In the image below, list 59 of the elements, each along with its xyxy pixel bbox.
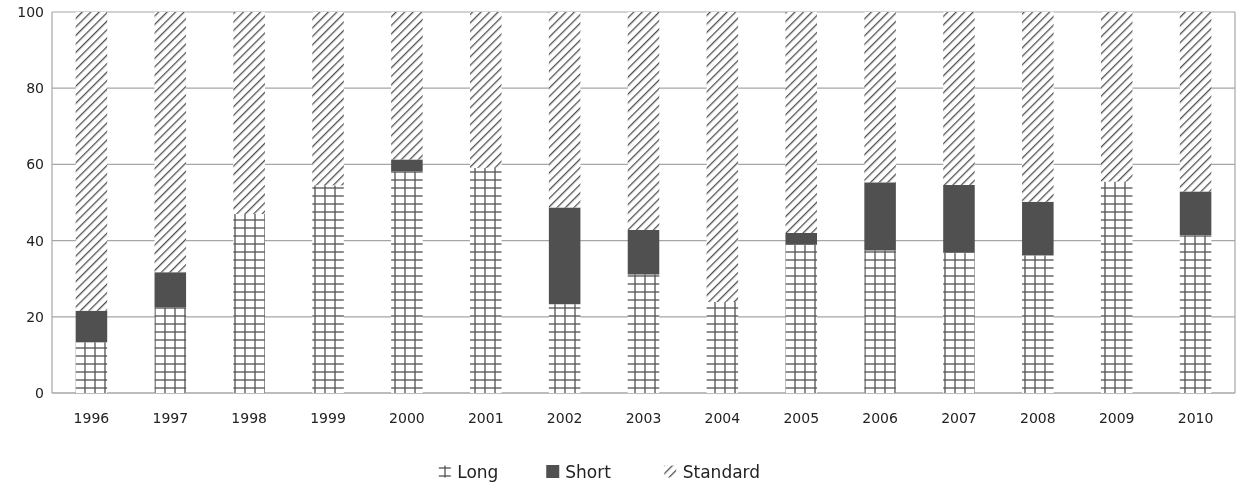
- y-tick-label: 60: [26, 156, 44, 173]
- bar: [1179, 191, 1212, 236]
- bar: [1022, 12, 1054, 202]
- y-tick-label: 40: [26, 232, 44, 249]
- x-tick-label: 2003: [625, 410, 662, 426]
- bar: [1022, 255, 1054, 393]
- x-tick-label: 1998: [231, 410, 267, 426]
- bar: [154, 12, 187, 273]
- x-tick-label: 1997: [152, 410, 189, 426]
- x-tick-label: 2001: [467, 410, 504, 426]
- bar: [154, 307, 187, 393]
- bar: [469, 12, 502, 168]
- bar: [943, 252, 975, 393]
- bar: [864, 12, 896, 183]
- x-tick-label: 2004: [704, 410, 741, 426]
- bar: [548, 12, 581, 208]
- bar: [75, 342, 108, 393]
- x-tick-label: 2007: [941, 410, 977, 426]
- x-tick-label: 2002: [546, 410, 583, 426]
- y-tick-label: 0: [35, 384, 44, 401]
- bar: [312, 12, 344, 186]
- x-tick-label: 2010: [1177, 410, 1214, 426]
- bar: [1022, 201, 1054, 256]
- bar: [548, 207, 581, 305]
- legend-label: Standard: [682, 462, 761, 482]
- bar: [627, 12, 660, 230]
- bar: [706, 12, 739, 302]
- bar: [1100, 12, 1133, 182]
- bar: [864, 250, 896, 393]
- bar: [75, 310, 108, 343]
- bar: [785, 244, 818, 393]
- bar: [785, 232, 818, 245]
- bar: [627, 229, 660, 275]
- bar: [75, 12, 108, 311]
- x-tick-label: 2005: [783, 410, 820, 426]
- bar: [1179, 12, 1212, 192]
- y-tick-label: 80: [26, 80, 44, 97]
- x-tick-label: 2009: [1098, 410, 1135, 426]
- y-tick-label: 100: [17, 3, 44, 20]
- x-tick-label: 2008: [1020, 410, 1056, 426]
- bar: [391, 159, 423, 172]
- bar: [706, 301, 739, 393]
- legend-label: Long: [457, 462, 499, 482]
- legend-label: Short: [565, 462, 612, 482]
- bar: [312, 185, 344, 393]
- bar: [233, 12, 265, 214]
- x-tick-label: 2006: [862, 410, 898, 426]
- bar: [154, 272, 187, 308]
- x-tick-label: 1996: [73, 410, 110, 426]
- bar: [391, 171, 423, 393]
- bar: [785, 12, 818, 233]
- bar: [233, 213, 265, 393]
- x-tick-label: 1999: [310, 410, 346, 426]
- bar: [864, 182, 896, 251]
- y-tick-label: 20: [26, 308, 44, 325]
- bar: [943, 12, 975, 185]
- bar: [943, 184, 975, 253]
- x-tick-label: 2000: [389, 410, 425, 426]
- bar: [391, 12, 423, 160]
